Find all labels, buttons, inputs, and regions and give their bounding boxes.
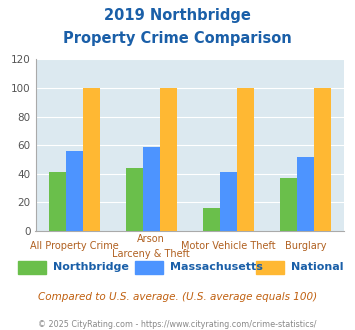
Text: Arson: Arson <box>137 234 165 244</box>
Text: Burglary: Burglary <box>285 241 327 251</box>
Bar <box>203 208 220 231</box>
Text: Compared to U.S. average. (U.S. average equals 100): Compared to U.S. average. (U.S. average … <box>38 292 317 302</box>
Bar <box>49 172 66 231</box>
Text: 2019 Northbridge: 2019 Northbridge <box>104 8 251 23</box>
Text: National: National <box>291 262 344 272</box>
Text: © 2025 CityRating.com - https://www.cityrating.com/crime-statistics/: © 2025 CityRating.com - https://www.city… <box>38 320 317 329</box>
Bar <box>220 172 237 231</box>
Text: Northbridge: Northbridge <box>53 262 129 272</box>
Bar <box>160 88 177 231</box>
Text: Property Crime Comparison: Property Crime Comparison <box>63 31 292 46</box>
Text: Massachusetts: Massachusetts <box>170 262 263 272</box>
Text: All Property Crime: All Property Crime <box>30 241 119 251</box>
Bar <box>66 151 83 231</box>
Bar <box>83 88 100 231</box>
Text: Larceny & Theft: Larceny & Theft <box>113 249 190 259</box>
Bar <box>237 88 254 231</box>
Bar <box>280 178 297 231</box>
Bar <box>314 88 331 231</box>
Bar <box>297 157 314 231</box>
Bar <box>126 168 143 231</box>
Bar <box>143 147 160 231</box>
Text: Motor Vehicle Theft: Motor Vehicle Theft <box>181 241 276 251</box>
